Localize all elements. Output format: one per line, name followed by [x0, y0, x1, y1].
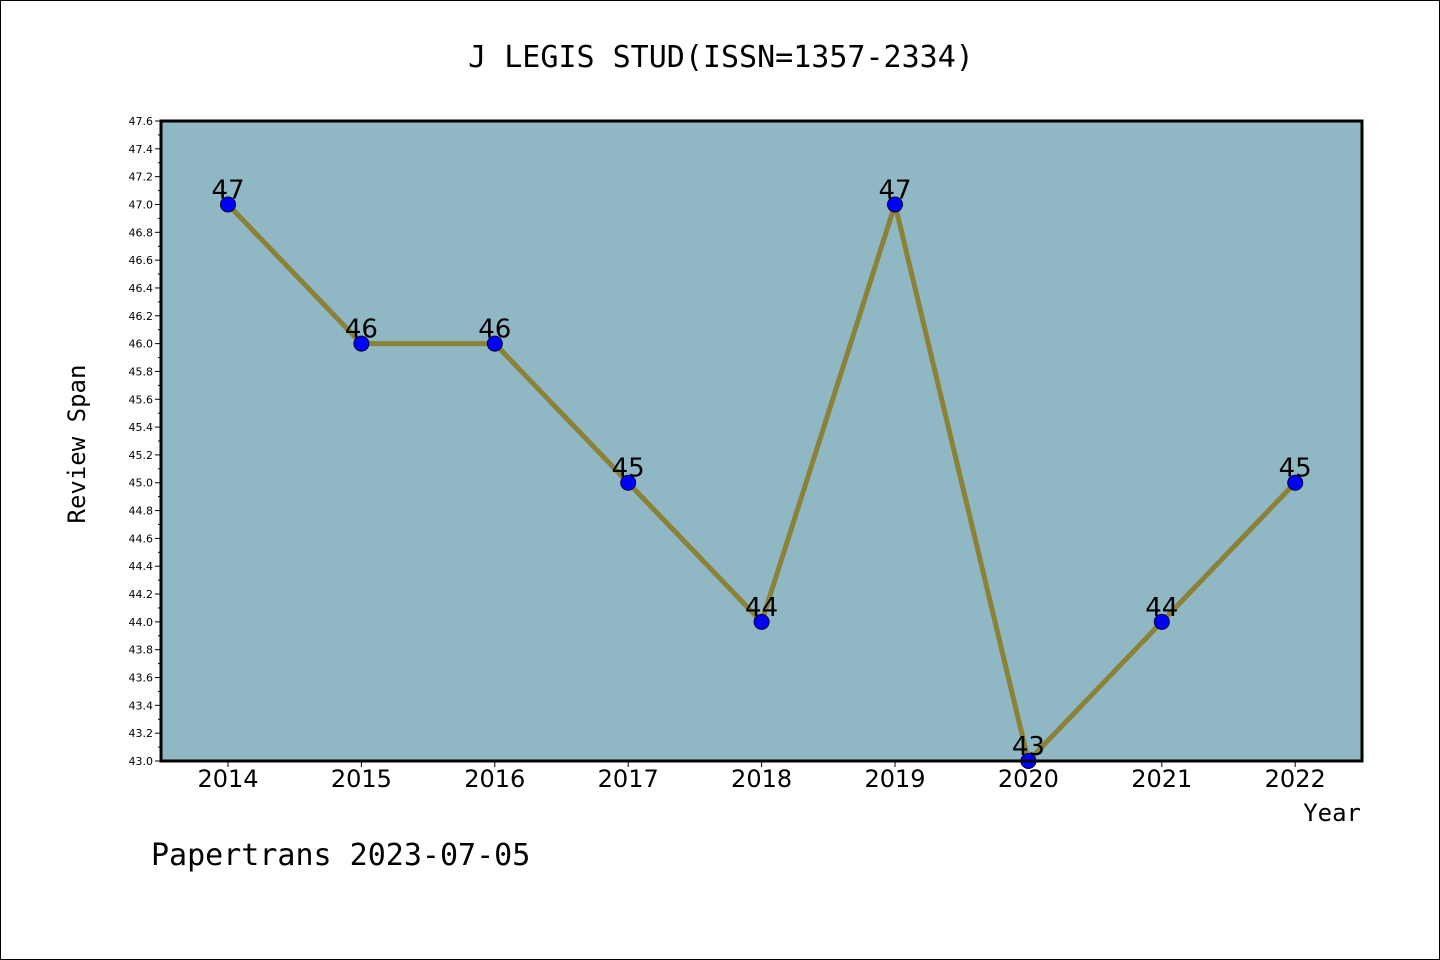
data-point: [1287, 474, 1304, 491]
y-tick-label: 43.8: [129, 644, 154, 657]
x-tick-label: 2017: [598, 765, 659, 793]
x-tick-label: 2021: [1131, 765, 1192, 793]
y-tick-label: 46.0: [129, 338, 154, 351]
y-tick-label: 43.4: [129, 699, 154, 712]
data-label: 44: [745, 593, 778, 623]
y-tick-label: 44.0: [129, 616, 154, 629]
x-tick-label: 2014: [197, 765, 258, 793]
data-label: 46: [478, 315, 511, 345]
data-label: 46: [345, 315, 378, 345]
y-tick-label: 44.8: [129, 505, 154, 518]
y-tick-label: 47.4: [129, 143, 154, 156]
y-tick-label: 43.6: [129, 672, 154, 685]
x-tick-label: 2015: [331, 765, 392, 793]
y-tick-label: 43.2: [129, 727, 154, 740]
y-tick-label: 47.6: [129, 115, 154, 128]
chart-title: J LEGIS STUD(ISSN=1357-2334): [468, 40, 974, 75]
y-tick-label: 44.4: [129, 560, 154, 573]
y-tick-label: 46.6: [129, 254, 154, 267]
data-label: 43: [1012, 732, 1045, 762]
y-tick-label: 47.2: [129, 171, 154, 184]
y-tick-label: 47.0: [129, 198, 154, 211]
y-axis: 43.0 43.2 43.4 43.6 43.8 44.0 44.2 44.4 44.6 44.8…: [129, 115, 161, 768]
y-tick-label: 44.6: [129, 532, 154, 545]
footer-date-stamp: Papertrans 2023-07-05: [151, 838, 530, 873]
y-tick-label: 46.4: [129, 282, 154, 295]
data-point: [887, 196, 903, 213]
x-tick-label: 2016: [464, 765, 525, 793]
y-tick-label: 45.0: [129, 477, 154, 490]
data-point: [620, 474, 637, 491]
y-tick-label: 45.6: [129, 393, 154, 406]
y-tick-label: 46.8: [129, 226, 154, 239]
x-tick-label: 2022: [1265, 765, 1326, 793]
y-tick-label: 43.0: [129, 755, 154, 768]
series-layer: 47 46 46 45 44 47 43 44 45: [211, 175, 1312, 769]
data-point: [353, 335, 370, 352]
data-point: [220, 196, 236, 213]
x-tick-label: 2020: [998, 765, 1059, 793]
x-tick-label: 2018: [731, 765, 792, 793]
data-point: [486, 335, 503, 352]
y-tick-label: 45.8: [129, 365, 154, 378]
x-axis-label: Year: [1303, 799, 1361, 827]
data-label: 45: [1279, 454, 1312, 484]
data-label: 45: [612, 454, 645, 484]
y-axis-label: Review Span: [63, 365, 91, 524]
data-label: 44: [1145, 593, 1178, 623]
y-tick-label: 44.2: [129, 588, 154, 601]
y-tick-label: 45.4: [129, 421, 154, 434]
data-label: 47: [878, 175, 911, 205]
data-label: 47: [211, 175, 244, 205]
data-point: [753, 613, 770, 630]
plot-frame: [159, 119, 1364, 763]
y-tick-label: 45.2: [129, 449, 154, 462]
y-tick-label: 46.2: [129, 310, 154, 323]
x-axis: 2014 2015 2016 2017 2018 2019 2020 2021 2022: [197, 761, 1326, 793]
data-point: [1153, 613, 1170, 630]
plot-area: [161, 121, 1362, 761]
x-tick-label: 2019: [864, 765, 925, 793]
